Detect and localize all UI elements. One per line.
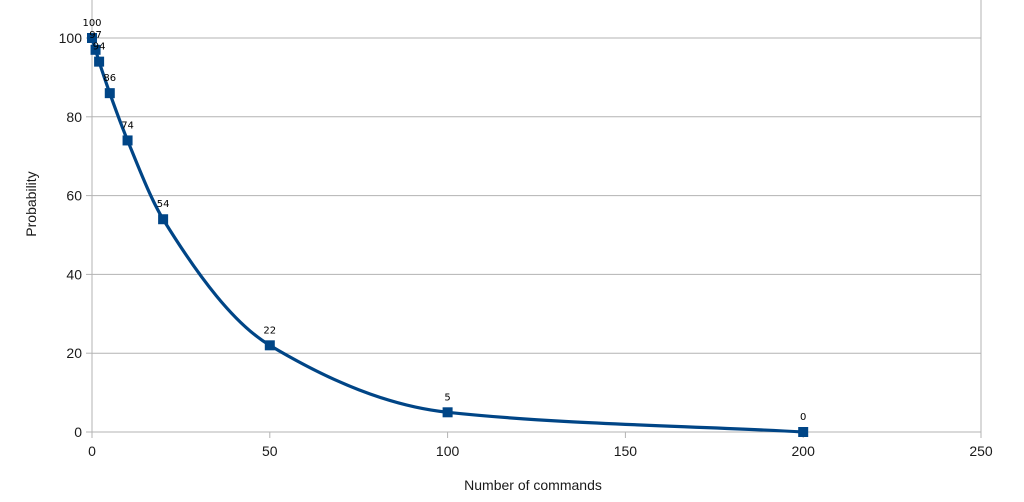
data-label: 100 xyxy=(82,18,101,29)
y-tick-label: 100 xyxy=(59,30,83,46)
y-axis-title: Probability xyxy=(23,171,39,236)
x-tick-label: 250 xyxy=(969,443,993,459)
data-label: 94 xyxy=(93,42,106,53)
x-tick-label: 150 xyxy=(614,443,638,459)
x-axis-title: Number of commands xyxy=(464,477,602,493)
data-point-marker xyxy=(104,88,115,99)
axes xyxy=(86,0,982,438)
series xyxy=(87,33,809,437)
data-point-marker xyxy=(94,56,105,67)
series-line xyxy=(90,36,805,434)
data-point-marker xyxy=(158,214,169,225)
x-tick-label: 0 xyxy=(88,443,96,459)
y-tick-label: 80 xyxy=(66,109,82,125)
gridlines xyxy=(92,0,982,433)
data-label: 5 xyxy=(444,392,450,403)
data-point-marker xyxy=(87,33,97,43)
x-tick-label: 100 xyxy=(436,443,460,459)
data-label: 0 xyxy=(800,412,806,423)
x-tick-label: 200 xyxy=(792,443,816,459)
data-point-marker xyxy=(798,427,809,437)
y-tick-label: 40 xyxy=(66,266,82,282)
y-tick-label: 60 xyxy=(66,188,82,204)
data-label: 86 xyxy=(103,73,116,84)
data-point-marker xyxy=(90,44,101,55)
data-label: 97 xyxy=(89,30,102,41)
y-tick-label: 20 xyxy=(66,345,82,361)
data-label: 54 xyxy=(157,199,170,210)
y-tick-label: 0 xyxy=(74,424,82,440)
x-tick-label: 50 xyxy=(262,443,278,459)
data-point-marker xyxy=(122,135,133,146)
data-point-marker xyxy=(442,407,453,418)
data-label: 74 xyxy=(121,120,134,131)
data-point-marker xyxy=(264,340,275,351)
data-label: 22 xyxy=(263,325,276,336)
